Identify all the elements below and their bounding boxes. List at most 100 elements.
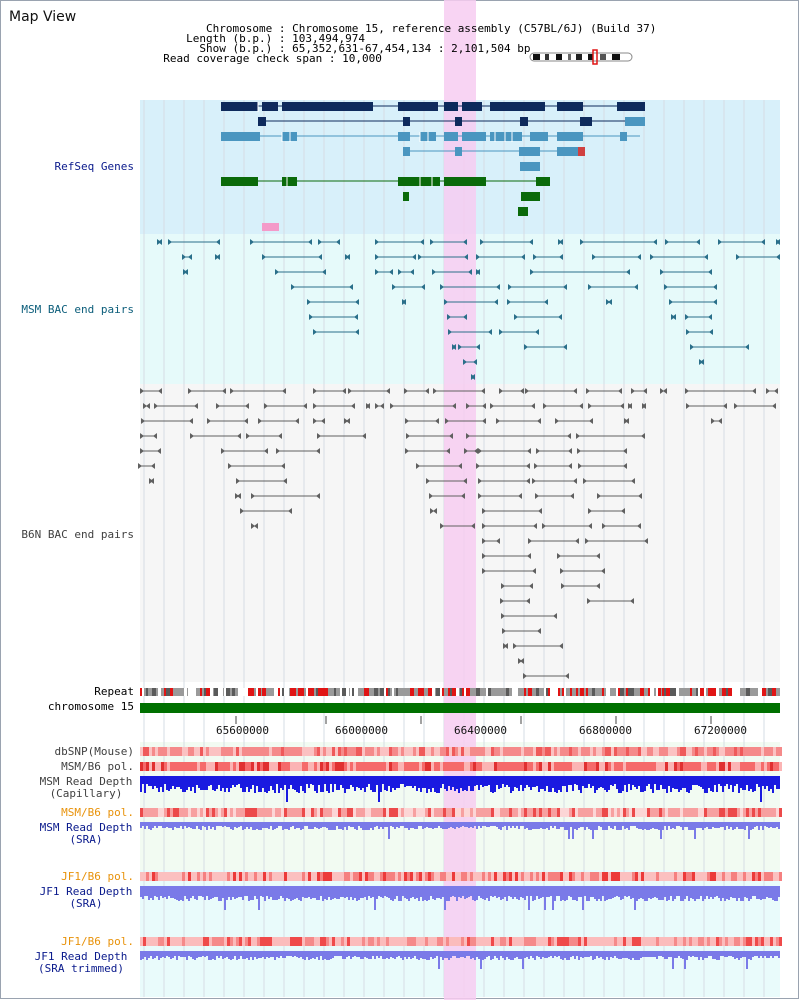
jf1-depth-sra-bar bbox=[570, 886, 572, 897]
jf1-depth-trim-bar bbox=[598, 951, 600, 958]
refseq-genes-label[interactable]: RefSeq Genes bbox=[54, 160, 134, 173]
jf1-depth-sra-bar bbox=[630, 886, 632, 899]
repeat-segment bbox=[354, 688, 358, 696]
jf1-pol-strip bbox=[299, 872, 302, 881]
msm-depth-capillary-bar bbox=[448, 776, 450, 786]
b6n-bac-end-pairs-label[interactable]: B6N BAC end pairs bbox=[21, 528, 134, 541]
jf1-depth-trim-bar bbox=[626, 951, 628, 958]
jf1-b6-pol-trimmed-label[interactable]: JF1/B6 pol. bbox=[61, 935, 134, 948]
msm-pol-strip bbox=[212, 762, 215, 771]
jf1-depth-sra-bar bbox=[248, 886, 250, 901]
msm-depth-capillary-bar bbox=[520, 776, 522, 785]
msm-depth-capillary-bar bbox=[498, 776, 500, 789]
msm-depth-capillary-bar bbox=[374, 776, 376, 792]
b6n-bac-pair-end bbox=[189, 418, 193, 424]
msm-pol-strip bbox=[242, 762, 245, 771]
jf1-depth-sra-bar bbox=[692, 886, 694, 899]
msm-depth-capillary-bar bbox=[634, 776, 636, 787]
msm-depth-capillary-bar bbox=[696, 776, 698, 785]
jf1-pol-strip bbox=[386, 872, 389, 881]
dbsnp-strip bbox=[542, 747, 545, 756]
gene-green-exon bbox=[403, 192, 409, 201]
show-range-info: Show (b.p.) : 65,352,631-67,454,134 : 2,… bbox=[150, 32, 530, 54]
msm-pol-sra-strip bbox=[383, 808, 386, 817]
msm-depth-sra-bar bbox=[392, 822, 394, 827]
msm-read-depth-sra-label[interactable]: MSM Read Depth (SRA) bbox=[39, 821, 133, 846]
jf1-read-depth-sra-label[interactable]: JF1 Read Depth (SRA) bbox=[39, 885, 133, 910]
msm-depth-sra-bar bbox=[700, 822, 702, 828]
msm-b6-pol-sra-label[interactable]: MSM/B6 pol. bbox=[61, 806, 134, 819]
msm-pol-sra-strip bbox=[593, 808, 596, 817]
jf1-depth-trim-bar bbox=[428, 951, 430, 960]
msm-read-depth-capillary-label[interactable]: MSM Read Depth (Capillary) bbox=[39, 775, 133, 800]
dbsnp-strip bbox=[494, 747, 497, 756]
jf1-pol-strip bbox=[776, 872, 779, 881]
jf1-pol-strip bbox=[767, 872, 770, 881]
repeat-segment bbox=[524, 688, 526, 696]
jf1-depth-trim-bar bbox=[500, 951, 502, 956]
msm-depth-capillary-bar bbox=[264, 776, 266, 792]
jf1-depth-sra-bar bbox=[746, 886, 748, 898]
jf1-depth-trim-bar bbox=[250, 951, 252, 957]
msm-pol-sra-strip bbox=[629, 808, 632, 817]
msm-pol-sra-strip bbox=[632, 808, 635, 817]
jf1-depth-trim-bar bbox=[266, 951, 268, 957]
jf1-depth-sra-bar bbox=[178, 886, 180, 901]
jf1-pol-strip bbox=[281, 872, 284, 881]
msm-pol-sra-strip bbox=[293, 808, 296, 817]
jf1-depth-sra-bar bbox=[726, 886, 728, 899]
b6n-bac-pair-end bbox=[734, 403, 738, 409]
dbsnp-strip bbox=[260, 747, 263, 756]
msm-pol-strip bbox=[587, 762, 590, 771]
msm-depth-sra-bar bbox=[586, 822, 588, 827]
jf1-depth-trim-bar bbox=[570, 951, 572, 957]
jf1-depth-trim-bar bbox=[240, 951, 242, 956]
msm-bac-pair-end bbox=[418, 254, 422, 260]
jf1-b6-pol-label[interactable]: JF1/B6 pol. bbox=[61, 870, 134, 883]
jf1-read-depth-trimmed-label[interactable]: JF1 Read Depth (SRA trimmed) bbox=[34, 950, 128, 975]
msm-depth-capillary-bar bbox=[768, 776, 770, 791]
jf1-depth-sra-bar bbox=[296, 886, 298, 898]
msm-bac-pair-end bbox=[349, 284, 353, 290]
msm-depth-capillary-bar bbox=[648, 776, 650, 784]
dbsnp-strip bbox=[323, 747, 326, 756]
msm-depth-capillary-bar bbox=[458, 776, 460, 793]
msm-depth-sra-bar bbox=[330, 822, 332, 830]
repeat-segment bbox=[278, 688, 281, 696]
jf1-depth-sra-bar bbox=[564, 886, 566, 901]
jf1-depth-sra-bar bbox=[278, 886, 280, 899]
msm-depth-sra-bar bbox=[516, 822, 518, 826]
msm-depth-capillary-bar bbox=[592, 776, 594, 786]
dbsnp-strip bbox=[617, 747, 620, 756]
msm-pol-sra-strip bbox=[365, 808, 368, 817]
jf1-depth-trim-bar bbox=[594, 951, 596, 959]
msm-pol-sra-strip bbox=[650, 808, 653, 817]
jf1-depth-sra-bar bbox=[720, 886, 722, 901]
msm-pol-strip bbox=[476, 762, 479, 771]
msm-pol-strip bbox=[545, 762, 548, 771]
msm-depth-sra-bar bbox=[360, 822, 362, 828]
jf1-pol-trim-strip bbox=[701, 937, 704, 946]
msm-depth-capillary-bar bbox=[626, 776, 628, 792]
msm-pol-sra-strip bbox=[416, 808, 419, 817]
jf1-depth-trim-bar bbox=[444, 951, 446, 958]
jf1-pol-trim-strip bbox=[266, 937, 269, 946]
b6n-bac-pair-end bbox=[230, 388, 234, 394]
msm-depth-sra-bar bbox=[652, 822, 654, 828]
msm-bac-end-pairs-label[interactable]: MSM BAC end pairs bbox=[21, 303, 134, 316]
msm-depth-sra-bar bbox=[164, 822, 166, 828]
jf1-pol-strip bbox=[269, 872, 272, 881]
dbsnp-label[interactable]: dbSNP(Mouse) bbox=[54, 745, 134, 758]
jf1-depth-trim-bar bbox=[384, 951, 386, 959]
repeat-segment bbox=[664, 688, 666, 696]
jf1-depth-sra-bar bbox=[390, 886, 392, 900]
msm-pol-sra-strip bbox=[245, 808, 248, 817]
b6n-bac-pair-end bbox=[406, 433, 410, 439]
coverage-info: Read coverage check span : 10,000 bbox=[163, 52, 382, 65]
msm-b6-pol-label[interactable]: MSM/B6 pol. bbox=[61, 760, 134, 773]
dbsnp-strip bbox=[311, 747, 314, 756]
jf1-depth-sra-bar bbox=[352, 886, 354, 900]
jf1-pol-strip bbox=[185, 872, 188, 881]
repeat-segment bbox=[190, 688, 193, 696]
msm-pol-sra-strip bbox=[698, 808, 701, 817]
